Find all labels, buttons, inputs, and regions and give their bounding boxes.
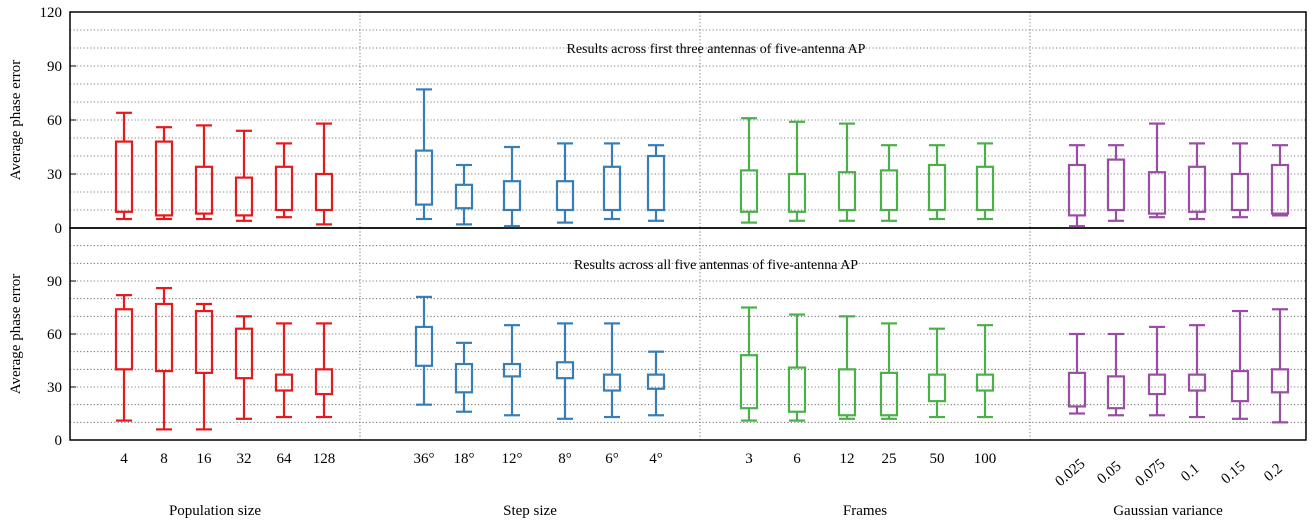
box-iqr [154, 302, 174, 373]
y-tick-label: 0 [55, 433, 63, 449]
box-iqr [555, 361, 575, 380]
box-iqr [837, 368, 857, 417]
x-category-label: 6° [605, 451, 619, 467]
x-category-label: 3 [745, 451, 753, 467]
y-tick-label: 60 [47, 113, 62, 129]
box-iqr [414, 325, 434, 367]
box-iqr [787, 172, 807, 213]
x-category-label: 4° [649, 451, 663, 467]
x-category-label: 128 [313, 451, 336, 467]
box-iqr [602, 373, 622, 392]
box-iqr [414, 149, 434, 206]
x-category-label: 12° [502, 451, 523, 467]
box-iqr [274, 373, 294, 392]
panel-title: Results across first three antennas of f… [567, 42, 866, 57]
x-category-label: 32 [237, 451, 252, 467]
box-iqr [314, 368, 334, 396]
box-iqr [646, 373, 666, 390]
box-iqr [1106, 158, 1126, 212]
frame-layer [69, 11, 1307, 441]
x-category-label: 8 [160, 451, 168, 467]
box-iqr [274, 165, 294, 212]
box-iqr [454, 183, 474, 210]
y-tick-label: 90 [47, 274, 62, 290]
y-tick-label: 60 [47, 327, 62, 343]
box-iqr [114, 140, 134, 213]
y-tick-label: 120 [40, 5, 63, 21]
box-iqr [314, 172, 334, 212]
x-category-label: 16 [197, 451, 213, 467]
box-iqr [1067, 163, 1087, 217]
x-category-label: 0.05 [1094, 458, 1124, 487]
box-iqr [602, 165, 622, 212]
grid-layer [70, 12, 1306, 440]
x-category-label: 4 [120, 451, 128, 467]
group-label: Step size [503, 503, 557, 519]
group-label: Population size [169, 503, 261, 519]
x-category-label: 25 [882, 451, 897, 467]
x-category-label: 18° [454, 451, 475, 467]
box-iqr [975, 165, 995, 212]
box-iqr [194, 165, 214, 215]
box-iqr [154, 140, 174, 217]
box-iqr [1230, 172, 1250, 212]
box-iqr [234, 327, 254, 380]
box-iqr [739, 169, 759, 213]
x-category-label: 0.15 [1218, 458, 1248, 487]
box-iqr [1147, 373, 1167, 396]
box-iqr [454, 362, 474, 394]
box-iqr [1187, 373, 1207, 392]
box-iqr [555, 180, 575, 212]
x-category-label: 12 [840, 451, 855, 467]
y-tick-label: 30 [47, 380, 62, 396]
box-iqr [502, 180, 522, 212]
y-axis-label: Average phase error [8, 60, 24, 180]
y-tick-label: 30 [47, 167, 62, 183]
box-iqr [1270, 368, 1290, 394]
box-iqr [879, 169, 899, 212]
box-iqr [975, 373, 995, 392]
group-label: Frames [843, 503, 887, 519]
x-category-label: 0.2 [1261, 461, 1286, 485]
box-iqr [837, 171, 857, 212]
panel-title: Results across all five antennas of five… [574, 258, 858, 273]
box-iqr [1187, 165, 1207, 213]
x-category-label: 8° [558, 451, 572, 467]
box-iqr [646, 154, 666, 212]
box-iqr [502, 362, 522, 378]
box-iqr [927, 373, 947, 403]
x-category-label: 50 [930, 451, 945, 467]
box-iqr [194, 309, 214, 374]
y-tick-label: 90 [47, 59, 62, 75]
box-iqr [114, 308, 134, 371]
box-iqr [1270, 163, 1290, 215]
box-iqr [1230, 370, 1250, 403]
box-iqr [1067, 371, 1087, 408]
x-category-label: 64 [277, 451, 293, 467]
box-iqr [234, 176, 254, 217]
x-category-label: 36° [414, 451, 435, 467]
box-iqr [787, 366, 807, 413]
x-category-label: 0.025 [1052, 456, 1088, 490]
x-category-label: 0.075 [1132, 456, 1168, 490]
box-iqr [927, 163, 947, 212]
x-category-label: 0.1 [1178, 461, 1203, 485]
box-iqr [739, 354, 759, 410]
y-tick-label: 0 [55, 221, 63, 237]
boxes-layer [114, 88, 1290, 431]
box-iqr [1147, 171, 1167, 215]
x-category-label: 100 [974, 451, 997, 467]
box-iqr [879, 371, 899, 417]
group-label: Gaussian variance [1113, 503, 1223, 519]
x-category-label: 6 [793, 451, 801, 467]
y-axis-label: Average phase error [8, 274, 24, 394]
box-iqr [1106, 375, 1126, 410]
